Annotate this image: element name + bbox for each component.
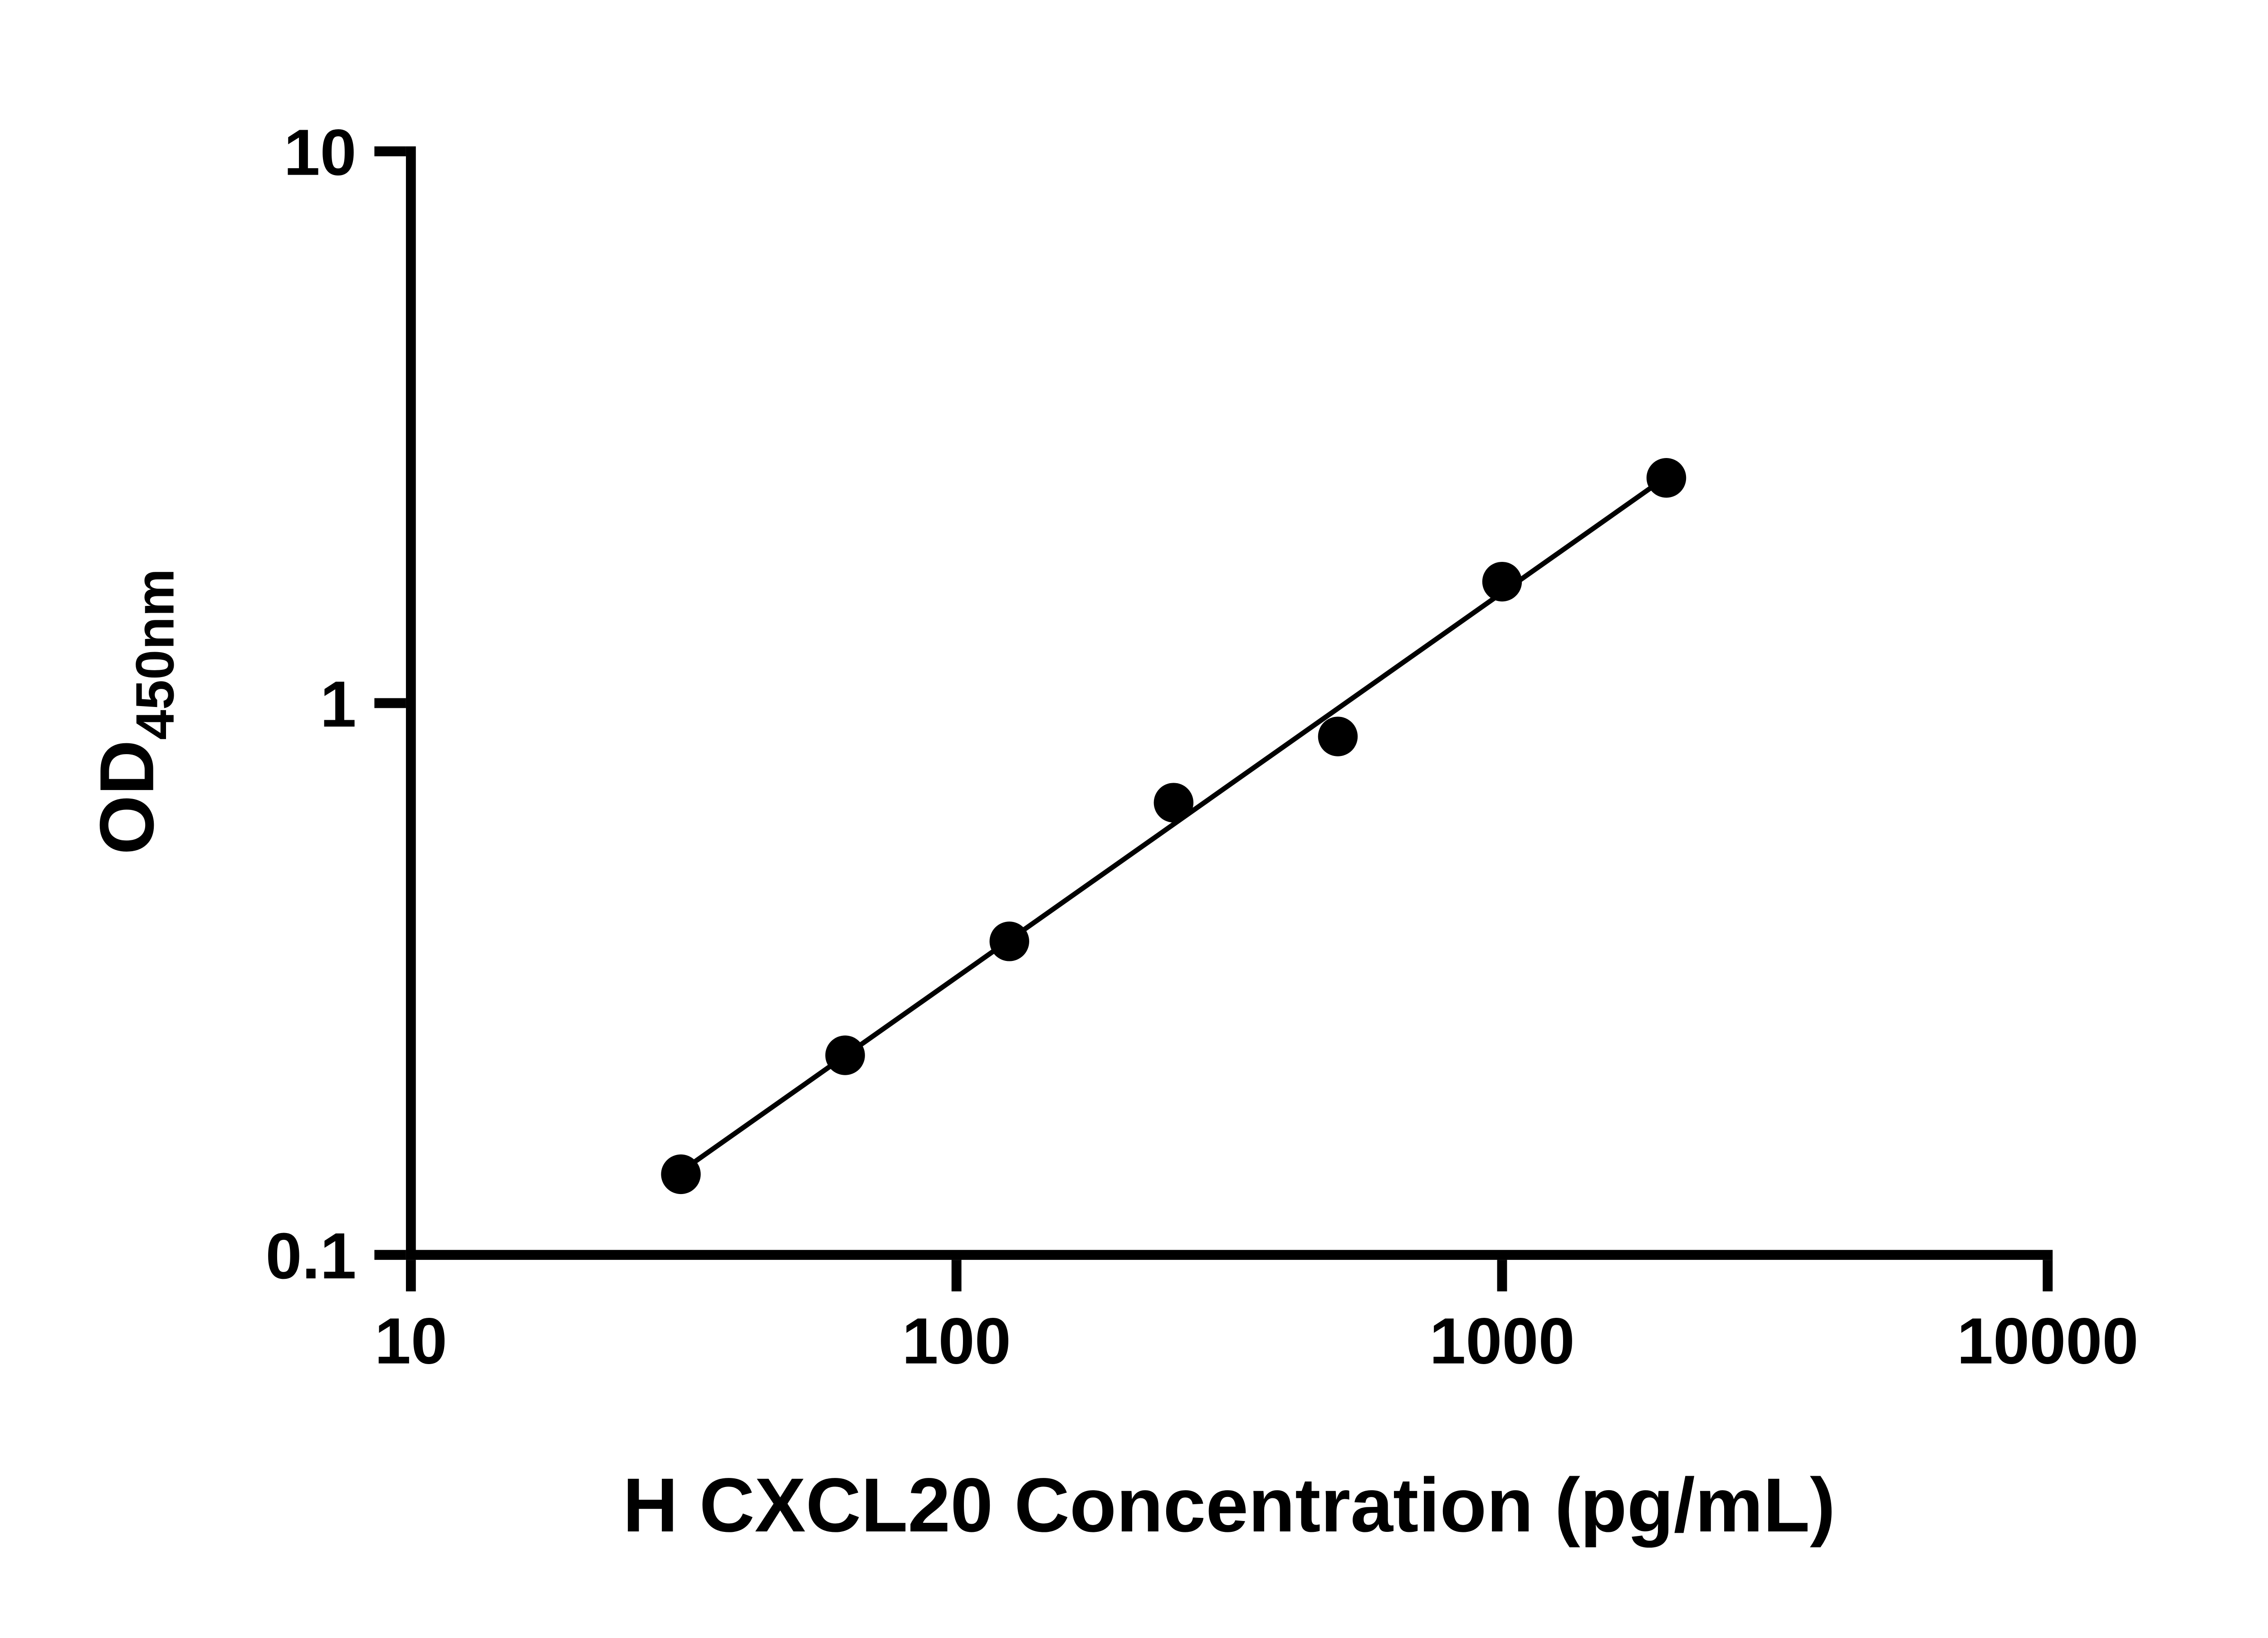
data-point [989,921,1029,961]
x-tick-label: 10000 [1957,1305,2138,1378]
data-point [661,1154,701,1194]
y-axis-title-main: OD [84,740,170,854]
y-axis-title-subscript: 450nm [125,569,185,740]
x-tick-label: 100 [902,1305,1011,1378]
y-tick-label: 0.1 [265,1219,356,1292]
x-tick-label: 10 [375,1305,447,1378]
data-point [1318,717,1358,756]
data-point [1154,783,1194,823]
data-point [1646,458,1686,498]
y-tick-label: 10 [284,116,356,189]
y-axis-title: OD450nm [84,569,186,855]
x-axis-title: H CXCL20 Concentration (pg/mL) [623,1462,1835,1548]
x-tick-label: 1000 [1429,1305,1574,1378]
plot-area: 10 100 1000 10000 0.1 1 10 [265,116,2138,1378]
y-tick-label: 1 [320,668,357,741]
data-point [1482,561,1522,602]
axis-spine [406,146,2053,1260]
data-point [825,1035,865,1075]
